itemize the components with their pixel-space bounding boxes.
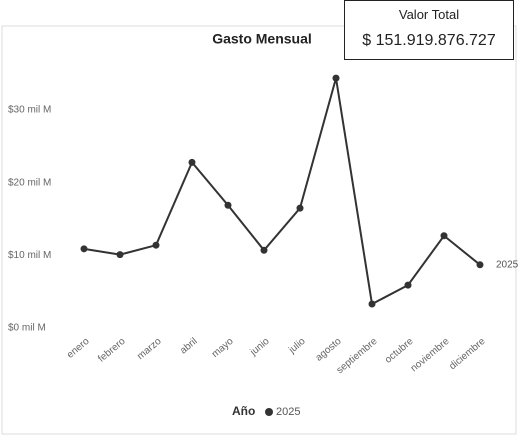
x-tick-label: marzo (135, 336, 164, 363)
data-point (80, 245, 88, 253)
x-tick-label: enero (65, 336, 92, 361)
y-tick-label: $30 mil M (8, 105, 51, 116)
data-point (368, 300, 376, 308)
data-point (476, 261, 484, 269)
series-line (83, 77, 481, 306)
data-point (224, 201, 232, 209)
x-tick-label: noviembre (409, 336, 452, 375)
data-point (260, 246, 268, 254)
legend-title: Año (232, 404, 255, 418)
x-tick-label: mayo (210, 336, 236, 360)
legend-marker (265, 408, 273, 416)
x-tick-label: diciembre (447, 336, 488, 373)
card-value: $ 151.919.876.727 (362, 32, 496, 49)
x-tick-label: agosto (314, 336, 344, 364)
x-tick-label: septiembre (335, 336, 380, 377)
x-tick-label: octubre (383, 336, 416, 366)
data-point (188, 158, 196, 166)
visual-frame (1, 25, 517, 435)
x-tick-label: junio (248, 336, 272, 359)
chart-title: Gasto Mensual (212, 31, 312, 47)
y-tick-label: $0 mil M (8, 323, 46, 334)
data-point (332, 74, 340, 82)
x-tick-label: julio (286, 336, 308, 357)
data-point (152, 241, 160, 249)
plot-area: $0 mil M $10 mil M $20 mil M $30 mil M enero… (8, 74, 519, 418)
data-point (440, 232, 448, 240)
data-point (116, 251, 124, 259)
series-end-label: 2025 (496, 259, 519, 270)
kpi-card: Valor Total $ 151.919.876.727 (344, 0, 514, 60)
y-tick-label: $10 mil M (8, 250, 51, 261)
y-tick-label: $20 mil M (8, 177, 51, 188)
x-tick-label: abril (178, 336, 200, 357)
card-label: Valor Total (398, 7, 460, 22)
legend-label: 2025 (276, 406, 300, 418)
data-point (404, 281, 412, 289)
x-tick-label: febrero (96, 336, 128, 365)
data-point (296, 204, 304, 212)
